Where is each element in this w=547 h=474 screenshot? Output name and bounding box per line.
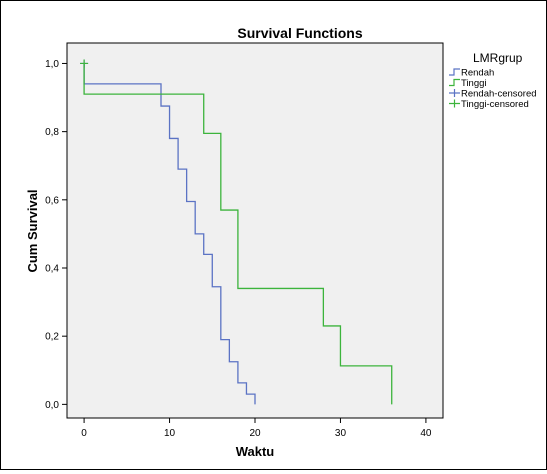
chart-title: Survival Functions: [237, 25, 362, 41]
legend-swatch-tinggi: [449, 78, 460, 87]
legend-label-rendah: Rendah: [461, 68, 494, 79]
legend-label-tinggi-censored: Tinggi-censored: [461, 99, 529, 110]
y-axis-label: Cum Survival: [25, 189, 40, 272]
legend-swatch-rendah-censored: [449, 89, 460, 97]
legend-title: LMRgrup: [473, 51, 523, 65]
x-tick-label: 0: [81, 428, 87, 439]
plot-area: [66, 42, 444, 419]
x-tick-label: 10: [164, 428, 176, 439]
y-axis: 0,0 0,2 0,4 0,6 0,8 1,0: [45, 59, 67, 411]
y-tick-label: 0,2: [45, 332, 59, 343]
legend-swatch-tinggi-censored: [449, 99, 460, 108]
y-tick-label: 0,8: [45, 127, 59, 138]
legend-swatch-rendah: [449, 68, 460, 76]
y-tick-label: 0,4: [45, 264, 59, 275]
series-line-tinggi: [83, 63, 393, 405]
x-tick-label: 20: [249, 428, 261, 439]
legend: LMRgrup RendahTinggiRendah-censoredTingg…: [449, 51, 537, 110]
y-tick-label: 0,0: [45, 400, 59, 411]
x-axis: 0 10 20 30 40: [81, 418, 432, 439]
legend-label-tinggi: Tinggi: [461, 78, 487, 89]
x-axis-label: Waktu: [236, 444, 275, 459]
series-line-rendah: [83, 63, 256, 405]
censor-marks: [80, 59, 89, 68]
y-tick-label: 0,6: [45, 195, 59, 206]
censor-mark-tinggi-censored: [80, 59, 89, 68]
series-layer: [83, 63, 393, 405]
x-tick-label: 30: [335, 428, 347, 439]
legend-label-rendah-censored: Rendah-censored: [461, 89, 537, 100]
x-tick-label: 40: [420, 428, 432, 439]
y-tick-label: 1,0: [45, 59, 59, 70]
